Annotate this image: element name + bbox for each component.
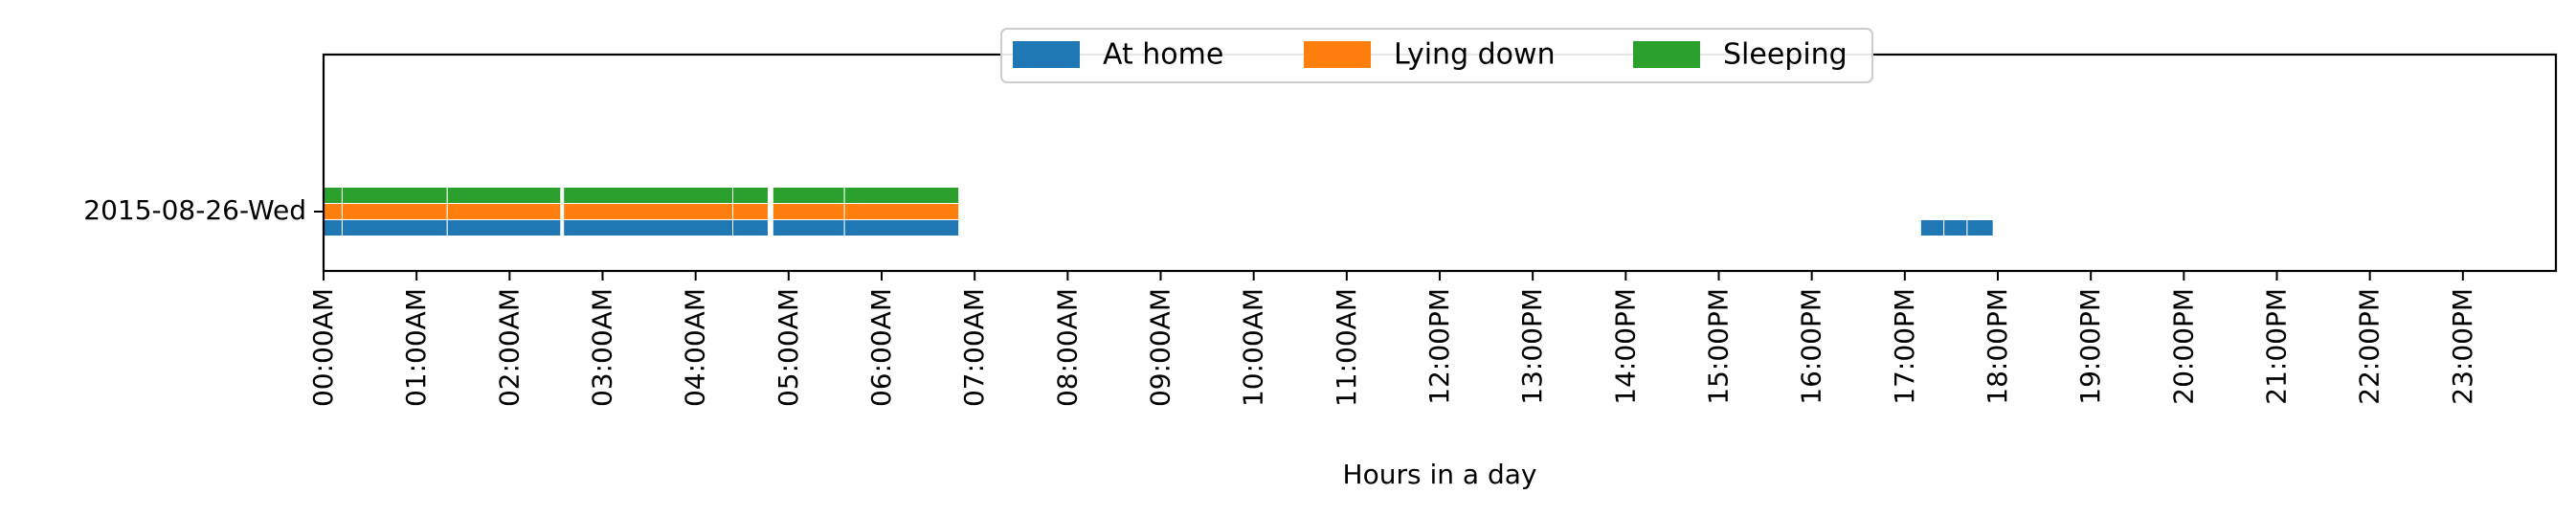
y-tick-label: 2015-08-26-Wed (83, 194, 306, 226)
bar-lying-down (341, 203, 448, 220)
x-tick-label: 13:00PM (1516, 288, 1548, 405)
bar-sleeping (772, 187, 845, 204)
x-tick-label: 18:00PM (1982, 288, 2013, 405)
x-tick-label: 00:00AM (307, 288, 339, 407)
x-tick-label: 08:00AM (1051, 288, 1083, 407)
bar-sleeping (323, 187, 343, 204)
x-tick-label: 07:00AM (958, 288, 990, 407)
legend-label-at-home: At home (1103, 38, 1223, 72)
x-tick-label: 15:00PM (1703, 288, 1735, 405)
series-sleeping (323, 187, 960, 204)
series-at-home (323, 219, 1994, 236)
bar-at-home (1966, 219, 1994, 236)
bar-at-home (323, 219, 343, 236)
bar-at-home (732, 219, 769, 236)
series-lying-down (323, 203, 960, 220)
bar-at-home (341, 219, 448, 236)
bar-at-home (1919, 219, 1945, 236)
plot-frame (322, 53, 2558, 273)
x-tick-label: 04:00AM (680, 288, 711, 407)
x-tick-label: 19:00PM (2074, 288, 2106, 405)
bar-lying-down (843, 203, 960, 220)
bar-lying-down (563, 203, 734, 220)
x-tick-label: 20:00PM (2167, 288, 2199, 405)
x-tick-label: 14:00PM (1609, 288, 1641, 405)
bar-lying-down (772, 203, 845, 220)
legend-swatch-lying-down (1304, 41, 1371, 68)
x-tick-label: 10:00AM (1238, 288, 1269, 407)
bar-at-home (772, 219, 845, 236)
x-tick-label: 02:00AM (493, 288, 525, 407)
x-tick-label: 01:00AM (400, 288, 432, 407)
x-tick-label: 23:00PM (2447, 288, 2478, 405)
bar-sleeping (732, 187, 769, 204)
bar-sleeping (563, 187, 734, 204)
x-tick-label: 05:00AM (773, 288, 804, 407)
x-tick-label: 22:00PM (2354, 288, 2386, 405)
bars-layer (323, 187, 1994, 236)
bar-at-home (843, 219, 960, 236)
legend-swatch-at-home (1013, 41, 1080, 68)
x-tick-label: 12:00PM (1423, 288, 1455, 405)
bar-sleeping (843, 187, 960, 204)
x-axis-title: Hours in a day (1343, 459, 1537, 490)
legend-label-lying-down: Lying down (1394, 38, 1556, 72)
y-axis: 2015-08-26-Wed (83, 194, 324, 226)
legend-label-sleeping: Sleeping (1723, 38, 1848, 72)
legend-swatch-sleeping (1633, 41, 1700, 68)
legend: At home Lying down Sleeping (1000, 28, 1873, 83)
bar-sleeping (446, 187, 562, 204)
x-tick-label: 17:00PM (1889, 288, 1920, 405)
bar-at-home (446, 219, 562, 236)
bar-lying-down (323, 203, 343, 220)
x-tick-label: 09:00AM (1145, 288, 1176, 407)
bar-at-home (1943, 219, 1968, 236)
x-tick-label: 03:00AM (587, 288, 618, 407)
bar-at-home (563, 219, 734, 236)
x-tick-label: 06:00AM (865, 288, 897, 407)
x-tick-label: 21:00PM (2261, 288, 2293, 405)
x-tick-label: 16:00PM (1796, 288, 1827, 405)
x-tick-label: 11:00AM (1331, 288, 1362, 407)
bar-lying-down (446, 203, 562, 220)
x-axis: 00:00AM 01:00AM 02:00AM 03:00AM 04:00AM 05:00… (307, 271, 2478, 407)
bar-lying-down (732, 203, 769, 220)
bar-sleeping (341, 187, 448, 204)
